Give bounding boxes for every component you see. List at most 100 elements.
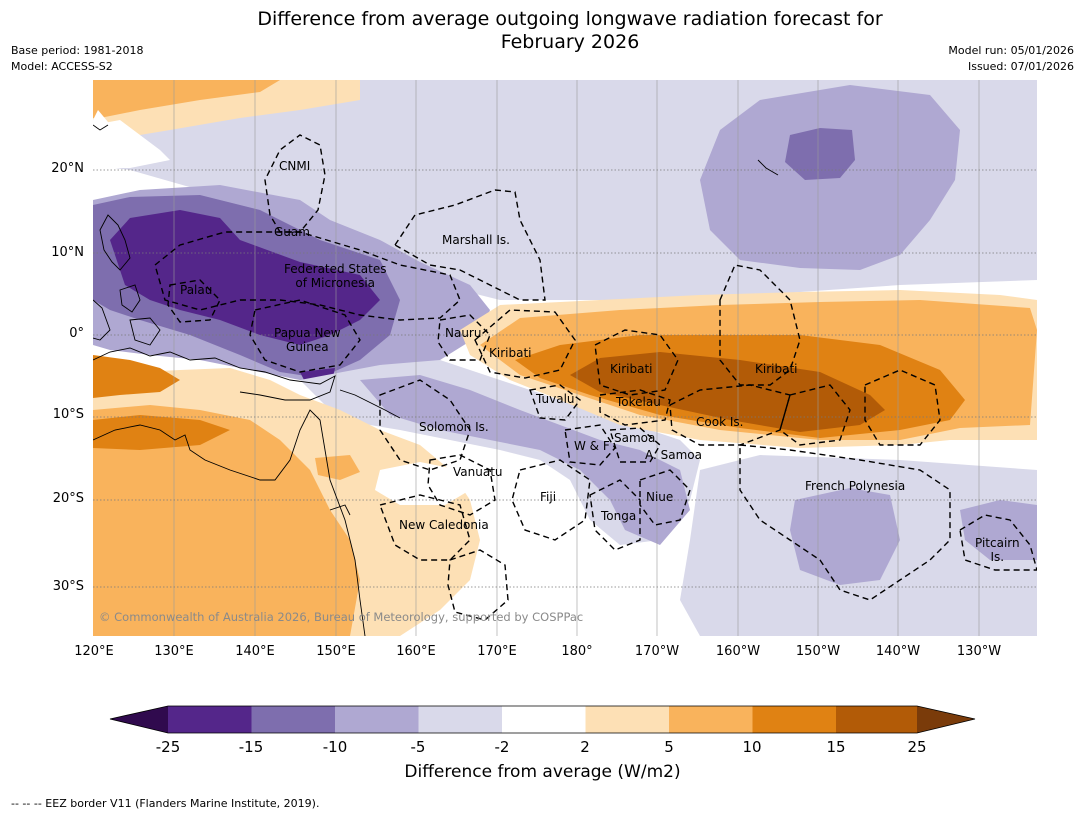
- base-period: Base period: 1981-2018: [11, 44, 144, 57]
- label-kiribati-west: Kiribati: [489, 346, 532, 360]
- eez-tokelau: [599, 389, 671, 426]
- eez-niue: [639, 469, 691, 526]
- colorbar-outline: [109, 705, 976, 734]
- model-name: Model: ACCESS-S2: [11, 60, 113, 73]
- coast-mindanao: [119, 284, 141, 313]
- colorbar-arrow-low: [110, 706, 168, 733]
- coast-new-caledonia: [329, 504, 351, 516]
- colorbar: [109, 705, 976, 734]
- colorbar-seg-6: [585, 706, 669, 733]
- eez-new-caledonia: [379, 494, 471, 561]
- patch-white-vanuatu: [375, 462, 470, 505]
- patch-timor-orange: [93, 355, 180, 398]
- colorbar-seg-9: [836, 706, 917, 733]
- colorbar-seg-3: [335, 706, 419, 733]
- lon-tick-130e: 130°E: [154, 644, 194, 659]
- label-nauru: Nauru: [445, 326, 482, 340]
- tongue-darkest-orange: [570, 352, 885, 432]
- label-png-line2: Guinea: [286, 340, 329, 354]
- map-title-line1: Difference from average outgoing longwav…: [257, 8, 883, 30]
- label-png: Papua New Guinea: [274, 326, 341, 354]
- eez-palau: [167, 279, 221, 323]
- colorbar-tick: -15: [238, 738, 264, 756]
- eez-tuvalu: [529, 384, 581, 421]
- eez-fsm: [154, 231, 461, 321]
- label-american-samoa: A. Samoa: [645, 448, 702, 462]
- coast-china: [93, 124, 109, 131]
- colorbar-seg-4: [418, 706, 502, 733]
- coast-hawaii: [757, 159, 779, 176]
- eez-cook-mid: [779, 384, 851, 446]
- lon-tick-170e: 170°E: [477, 644, 517, 659]
- eez-norfolk: [447, 549, 509, 621]
- eez-french-polynesia-marquesas: [864, 369, 941, 446]
- patch-se-purple: [790, 488, 900, 585]
- colorbar-tick: -10: [322, 738, 348, 756]
- coastlines: [93, 124, 779, 636]
- lat-tick-0: 0°: [69, 326, 84, 341]
- lat-tick-20n: 20°N: [51, 161, 84, 176]
- coast-sulawesi: [129, 317, 161, 346]
- eez-solomons: [379, 379, 471, 471]
- lon-tick-170w: 170°W: [634, 644, 680, 659]
- label-kiribati-east: Kiribati: [755, 362, 798, 376]
- lon-tick-180: 180°: [561, 644, 593, 659]
- eez-wallis-futuna: [564, 424, 616, 466]
- label-fsm-line2: of Micronesia: [295, 276, 376, 290]
- colorbar-tick: 2: [580, 738, 590, 756]
- patch-australia-orange: [93, 405, 360, 636]
- label-palau: Palau: [180, 283, 213, 297]
- coast-borneo: [93, 299, 111, 341]
- colorbar-tick: -25: [155, 738, 181, 756]
- lon-tick-150w: 150°W: [795, 644, 841, 659]
- copyright-notice: © Commonwealth of Australia 2026, Bureau…: [99, 610, 584, 624]
- label-cook-islands: Cook Is.: [696, 415, 744, 429]
- colorbar-arrow-high: [917, 706, 975, 733]
- lon-tick-160e: 160°E: [396, 644, 436, 659]
- eez-kiribati-east: [719, 264, 801, 386]
- patch-nw-white: [93, 120, 170, 168]
- label-fsm: Federated States of Micronesia: [284, 262, 386, 290]
- lat-tick-10s: 10°S: [52, 407, 84, 422]
- coast-philippines-north: [99, 214, 131, 271]
- lon-tick-140w: 140°W: [875, 644, 921, 659]
- lon-tick-150e: 150°E: [316, 644, 356, 659]
- eez-pitcairn: [959, 514, 1037, 571]
- label-tonga: Tonga: [601, 509, 637, 523]
- colorbar-tick: 15: [826, 738, 846, 756]
- label-fsm-line1: Federated States: [284, 262, 387, 276]
- lat-tick-20s: 20°S: [52, 491, 84, 506]
- label-kiribati-central: Kiribati: [610, 362, 653, 376]
- lon-tick-120e: 120°E: [74, 644, 114, 659]
- eez-footnote: -- -- -- EEZ border V11 (Flanders Marine…: [11, 797, 320, 810]
- issued-date: Issued: 07/01/2026: [967, 60, 1074, 73]
- map-title: Difference from average outgoing longwav…: [0, 8, 1085, 54]
- label-wallis-futuna: W & F: [574, 439, 610, 453]
- graticule: [173, 80, 980, 636]
- eez-kiribati-west: [474, 309, 576, 379]
- eez-png: [249, 299, 361, 373]
- colorbar-seg-7: [669, 706, 753, 733]
- colorbar-tick: 25: [907, 738, 927, 756]
- patch-white-china: [93, 110, 108, 152]
- model-run: Model run: 05/01/2026: [948, 44, 1074, 57]
- label-pitcairn: Pitcairn Is.: [975, 536, 1020, 564]
- coast-solomons: [339, 389, 401, 419]
- label-png-line1: Papua New: [274, 326, 341, 340]
- label-samoa: Samoa: [614, 431, 656, 445]
- label-fiji: Fiji: [540, 490, 557, 504]
- eez-nauru: [437, 314, 491, 361]
- label-solomon-islands: Solomon Is.: [419, 420, 489, 434]
- lon-tick-130w: 130°W: [956, 644, 1002, 659]
- label-marshall-islands: Marshall Is.: [442, 233, 510, 247]
- meta-left: Base period: 1981-2018 Model: ACCESS-S2: [11, 43, 143, 75]
- patch-coral-sea-orange: [315, 455, 360, 480]
- colorbar-seg-1: [168, 706, 252, 733]
- label-cnmi: CNMI: [279, 159, 311, 173]
- belt-spcz-purple: [360, 375, 690, 545]
- coast-new-guinea-timor: [93, 347, 336, 401]
- label-tokelau: Tokelau: [616, 395, 661, 409]
- label-pitcairn-line2: Is.: [990, 550, 1005, 564]
- lat-tick-30s: 30°S: [52, 579, 84, 594]
